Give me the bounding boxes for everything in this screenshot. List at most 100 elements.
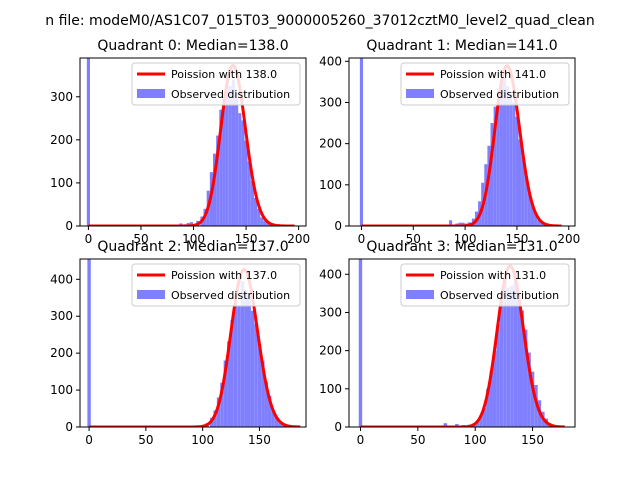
histogram-bar bbox=[479, 415, 483, 427]
histogram-bar bbox=[517, 297, 521, 427]
histogram-bar bbox=[461, 222, 465, 226]
histogram-bar bbox=[253, 198, 258, 226]
histogram-bar bbox=[271, 410, 275, 427]
histogram-bar bbox=[506, 86, 510, 226]
y-tick-label: 100 bbox=[319, 382, 342, 396]
legend-observed-swatch bbox=[406, 290, 434, 299]
legend: Poission with 137.0 Observed distribution bbox=[131, 263, 301, 307]
panel-title: Quadrant 2: Median=137.0 bbox=[97, 239, 288, 255]
histogram-bar bbox=[225, 77, 229, 226]
quadrant-panel: 0 50 100 150 0 100 200 300 400 Poission with 137.… bbox=[50, 239, 307, 447]
histogram-bar bbox=[257, 343, 262, 427]
histogram-bar bbox=[493, 106, 497, 226]
histogram-bar bbox=[530, 205, 535, 226]
legend-box bbox=[400, 263, 570, 307]
x-tick-label: 0 bbox=[358, 232, 366, 246]
legend-observed-label: Observed distribution bbox=[171, 289, 290, 302]
histogram-bar bbox=[244, 290, 248, 427]
x-tick-label: 150 bbox=[521, 433, 544, 447]
histogram-bar bbox=[486, 388, 490, 427]
x-tick-label: 200 bbox=[557, 232, 580, 246]
histogram-bar bbox=[490, 123, 494, 226]
x-tick-label: 50 bbox=[133, 232, 148, 246]
legend-observed-label: Observed distribution bbox=[440, 88, 559, 101]
histogram-bar bbox=[503, 278, 507, 427]
histogram-bar bbox=[266, 223, 270, 226]
x-tick-label: 100 bbox=[182, 232, 205, 246]
histogram-bar bbox=[261, 360, 265, 427]
histogram-bar bbox=[267, 395, 272, 427]
histogram-bar bbox=[87, 259, 91, 427]
y-tick-label: 100 bbox=[319, 178, 342, 192]
x-tick-label: 150 bbox=[248, 433, 271, 447]
histogram-bar bbox=[527, 193, 531, 226]
histogram-bar bbox=[524, 176, 528, 226]
histogram-bar bbox=[86, 58, 90, 226]
histogram-bar bbox=[231, 79, 236, 226]
histogram-bar bbox=[254, 323, 258, 427]
histogram-bar bbox=[250, 310, 255, 427]
histogram-bar bbox=[274, 417, 279, 427]
figure-suptitle: n file: modeM0/AS1C07_015T03_9000005260_… bbox=[45, 13, 594, 29]
y-tick-label: 100 bbox=[50, 383, 73, 397]
histogram-bar bbox=[509, 94, 513, 226]
histogram-bar bbox=[496, 323, 500, 427]
histogram-bar bbox=[278, 422, 282, 427]
histogram-bar bbox=[219, 109, 223, 226]
y-tick-label: 200 bbox=[50, 346, 73, 360]
histogram-bar bbox=[534, 213, 538, 226]
histogram-bar bbox=[216, 397, 221, 427]
histogram-bar bbox=[458, 222, 462, 226]
histogram-bar bbox=[443, 423, 448, 427]
y-tick-label: 0 bbox=[65, 219, 73, 233]
histogram-bar bbox=[227, 341, 231, 427]
histogram-bar bbox=[223, 360, 228, 427]
histogram-bar bbox=[189, 222, 193, 226]
legend-observed-swatch bbox=[406, 89, 434, 98]
histogram-bar bbox=[482, 407, 487, 427]
histogram-bar bbox=[537, 219, 541, 226]
y-tick-label: 0 bbox=[334, 219, 342, 233]
x-tick-label: 0 bbox=[357, 433, 365, 447]
histogram-bar bbox=[238, 113, 242, 226]
histogram-bar bbox=[358, 259, 363, 427]
histogram-bar bbox=[518, 139, 522, 226]
histogram-bar bbox=[455, 423, 459, 427]
legend-poisson-label: Poission with 141.0 bbox=[440, 68, 546, 81]
y-tick-label: 200 bbox=[50, 133, 73, 147]
histogram-bar bbox=[487, 145, 491, 226]
histogram-bar bbox=[264, 381, 268, 427]
histogram-bar bbox=[527, 352, 531, 427]
histogram-bar bbox=[247, 161, 251, 226]
x-tick-label: 100 bbox=[191, 433, 214, 447]
histogram-bar bbox=[247, 295, 251, 427]
histogram-bar bbox=[475, 421, 480, 427]
legend-box bbox=[131, 62, 301, 106]
y-tick-label: 0 bbox=[65, 420, 73, 434]
axes-frame bbox=[79, 258, 307, 428]
axes-frame bbox=[348, 258, 576, 428]
x-tick-label: 0 bbox=[85, 232, 93, 246]
x-tick-label: 100 bbox=[454, 232, 477, 246]
legend: Poission with 141.0 Observed distribution bbox=[400, 62, 570, 106]
y-tick-label: 300 bbox=[319, 305, 342, 319]
x-tick-label: 200 bbox=[287, 232, 310, 246]
axes-frame bbox=[79, 57, 307, 227]
histogram-bar bbox=[510, 285, 514, 427]
histogram-bar bbox=[216, 135, 220, 226]
legend: Poission with 131.0 Observed distribution bbox=[400, 263, 570, 307]
histogram-bar bbox=[449, 220, 453, 226]
quadrant-panel: 0 50 100 150 0 100 200 300 400 Poission with 131.… bbox=[319, 239, 576, 447]
legend-box bbox=[400, 62, 570, 106]
x-tick-label: 50 bbox=[138, 433, 153, 447]
histogram-bar bbox=[240, 281, 245, 427]
histogram-bar bbox=[241, 120, 245, 226]
y-tick-label: 400 bbox=[319, 54, 342, 68]
histogram-bar bbox=[496, 90, 500, 226]
quadrant-panel: 0 50 100 150 200 0 100 200 300 Poission with 138.… bbox=[50, 38, 310, 246]
x-tick-label: 50 bbox=[410, 433, 425, 447]
legend-observed-swatch bbox=[137, 290, 165, 299]
histogram-bar bbox=[222, 96, 226, 226]
